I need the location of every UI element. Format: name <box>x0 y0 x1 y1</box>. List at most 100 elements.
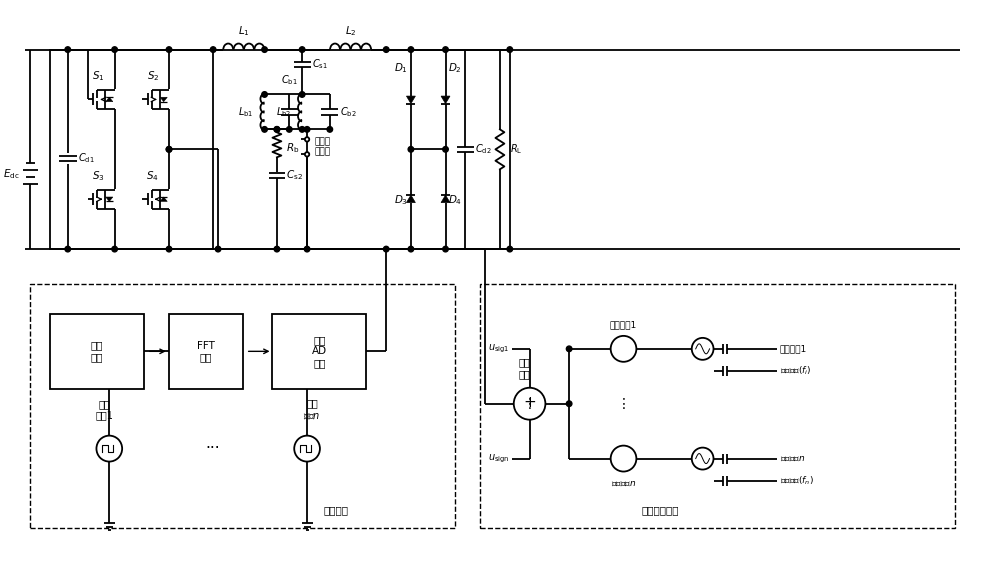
Circle shape <box>262 126 267 132</box>
Text: $C_{\rm s1}$: $C_{\rm s1}$ <box>312 57 328 72</box>
Text: $C_{\rm b1}$: $C_{\rm b1}$ <box>281 73 298 88</box>
Circle shape <box>611 446 636 472</box>
Text: $S_2$: $S_2$ <box>147 69 159 84</box>
Circle shape <box>692 338 714 360</box>
Text: 信号载波$(f_n)$: 信号载波$(f_n)$ <box>780 475 814 486</box>
Circle shape <box>112 47 117 52</box>
Circle shape <box>262 92 267 97</box>
Text: FFT
运算: FFT 运算 <box>197 340 215 362</box>
Circle shape <box>210 47 216 52</box>
Text: $D_2$: $D_2$ <box>448 61 462 75</box>
Text: +: + <box>523 395 536 410</box>
Text: 解调
信号$n$: 解调 信号$n$ <box>303 399 321 420</box>
Circle shape <box>96 436 122 461</box>
Circle shape <box>408 246 414 252</box>
Text: $E_{\rm dc}$: $E_{\rm dc}$ <box>3 167 19 181</box>
Polygon shape <box>406 195 415 203</box>
Text: $S_3$: $S_3$ <box>92 170 105 183</box>
Text: $S_4$: $S_4$ <box>146 170 159 183</box>
Text: $C_{\rm d1}$: $C_{\rm d1}$ <box>78 151 94 165</box>
Circle shape <box>65 246 71 252</box>
Bar <box>272 314 366 389</box>
Text: ⋮: ⋮ <box>523 397 537 411</box>
Circle shape <box>305 152 309 156</box>
Text: $C_{\rm b2}$: $C_{\rm b2}$ <box>340 105 356 119</box>
Text: ···: ··· <box>206 441 220 456</box>
Circle shape <box>304 126 310 132</box>
Circle shape <box>383 246 389 252</box>
Circle shape <box>692 448 714 469</box>
Text: 解调
信号1: 解调 信号1 <box>95 399 113 420</box>
Circle shape <box>294 436 320 461</box>
Text: 调制信号1: 调制信号1 <box>780 344 807 353</box>
Polygon shape <box>441 96 450 104</box>
Text: $D_3$: $D_3$ <box>394 193 408 207</box>
Bar <box>50 314 144 389</box>
Text: $S_1$: $S_1$ <box>92 69 105 84</box>
Text: ⋮: ⋮ <box>617 397 630 411</box>
Polygon shape <box>106 97 113 102</box>
Circle shape <box>262 47 267 52</box>
Circle shape <box>507 246 513 252</box>
Text: $C_{\rm s2}$: $C_{\rm s2}$ <box>286 168 303 182</box>
Circle shape <box>611 336 636 362</box>
Text: $D_1$: $D_1$ <box>394 61 408 75</box>
Circle shape <box>166 246 172 252</box>
Circle shape <box>215 246 221 252</box>
Circle shape <box>166 47 172 52</box>
Circle shape <box>507 47 513 52</box>
Polygon shape <box>106 197 113 201</box>
Circle shape <box>408 47 414 52</box>
Circle shape <box>65 47 71 52</box>
Polygon shape <box>406 96 415 104</box>
Circle shape <box>166 147 172 152</box>
Circle shape <box>327 126 333 132</box>
Bar <box>169 314 243 389</box>
Text: 信号加
载端口: 信号加 载端口 <box>315 137 331 156</box>
Text: $L_1$: $L_1$ <box>238 24 250 38</box>
Text: $R_{\rm b}$: $R_{\rm b}$ <box>286 142 299 155</box>
Text: 复合信号调制: 复合信号调制 <box>642 505 679 516</box>
Text: 调制信号$n$: 调制信号$n$ <box>780 454 805 463</box>
Polygon shape <box>441 195 450 203</box>
Text: 信号载波$(f_i)$: 信号载波$(f_i)$ <box>780 365 811 377</box>
Circle shape <box>408 147 414 152</box>
Circle shape <box>566 401 572 406</box>
Circle shape <box>443 246 448 252</box>
Text: $L_{\rm b1}$: $L_{\rm b1}$ <box>238 105 254 119</box>
Text: $D_4$: $D_4$ <box>448 193 463 207</box>
Circle shape <box>566 346 572 352</box>
Circle shape <box>274 126 280 132</box>
Circle shape <box>112 246 117 252</box>
Text: $C_{\rm d2}$: $C_{\rm d2}$ <box>475 142 492 156</box>
Circle shape <box>514 387 545 420</box>
Text: $u_{\rm sign}$: $u_{\rm sign}$ <box>488 452 510 465</box>
Circle shape <box>166 147 172 152</box>
Circle shape <box>305 137 309 142</box>
Circle shape <box>299 126 305 132</box>
Circle shape <box>443 47 448 52</box>
Polygon shape <box>160 97 167 102</box>
Text: 高频
AD
采样: 高频 AD 采样 <box>312 335 327 368</box>
Text: 信号
复原: 信号 复原 <box>91 340 103 362</box>
Circle shape <box>274 126 280 132</box>
Text: 调制模块1: 调制模块1 <box>610 320 637 329</box>
Text: 调制模块$n$: 调制模块$n$ <box>611 479 636 488</box>
Circle shape <box>304 246 310 252</box>
Bar <box>30 284 455 529</box>
Text: $L_{\rm b2}$: $L_{\rm b2}$ <box>276 105 291 119</box>
Text: 信号解调: 信号解调 <box>324 505 349 516</box>
Circle shape <box>443 147 448 152</box>
Text: $R_{\rm L}$: $R_{\rm L}$ <box>510 142 522 156</box>
Text: $u_{\rm sig1}$: $u_{\rm sig1}$ <box>488 343 510 355</box>
Bar <box>480 284 955 529</box>
Bar <box>50 50 213 249</box>
Text: 信号
叠加: 信号 叠加 <box>519 357 531 379</box>
Circle shape <box>299 92 305 97</box>
Circle shape <box>274 246 280 252</box>
Polygon shape <box>160 197 167 201</box>
Text: $L_2$: $L_2$ <box>345 24 356 38</box>
Circle shape <box>383 47 389 52</box>
Circle shape <box>299 47 305 52</box>
Circle shape <box>287 126 292 132</box>
